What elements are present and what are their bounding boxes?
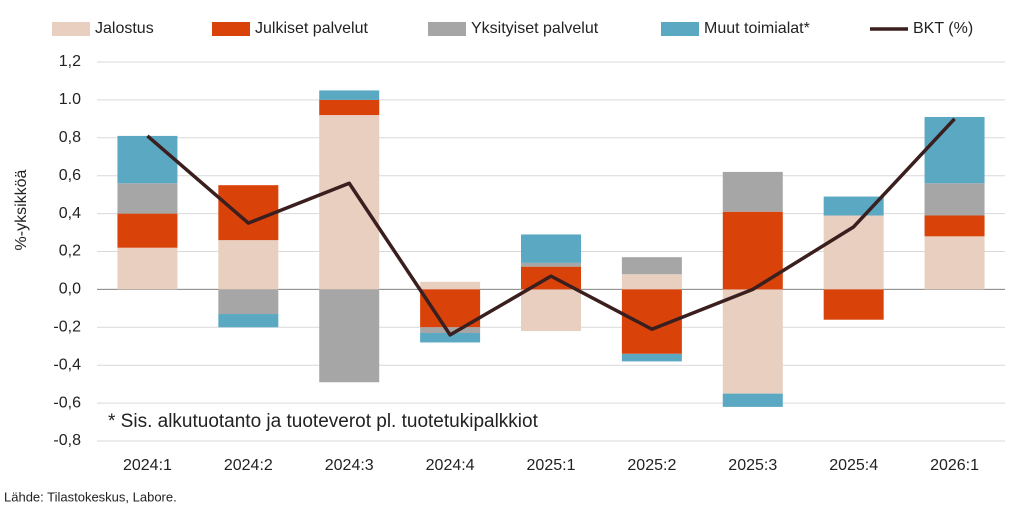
y-tick-label: 0,0	[59, 281, 81, 298]
y-tick-label: 1.0	[59, 91, 81, 108]
bar-segment	[420, 327, 481, 333]
x-tick-label: 2024:1	[123, 457, 172, 474]
y-tick-label: -0,4	[53, 356, 81, 373]
bar-segment	[117, 135, 178, 184]
legend-swatch	[52, 22, 90, 36]
annotation: * Sis. alkutuotanto ja tuoteverot pl. tu…	[108, 411, 539, 432]
bar-segment	[420, 332, 481, 343]
bar-segment	[117, 183, 178, 214]
legend-label: Julkiset palvelut	[255, 20, 369, 37]
x-tick-label: 2025:4	[829, 457, 878, 474]
bar-segment	[218, 185, 279, 241]
bar-segment	[823, 289, 884, 320]
y-tick-label: 0,2	[59, 243, 81, 260]
y-tick-label: 1,2	[59, 53, 81, 70]
bar-segment	[722, 289, 783, 394]
legend-label: Yksityiset palvelut	[471, 20, 599, 37]
bar-segment	[722, 171, 783, 212]
legend-label: Jalostus	[95, 20, 154, 37]
y-tick-label: 0,4	[59, 205, 81, 222]
legend-swatch	[661, 22, 699, 36]
y-tick-label: 0,6	[59, 167, 81, 184]
bar-segment	[521, 262, 581, 267]
bar-segment	[521, 234, 581, 263]
bar-segment	[420, 281, 481, 290]
source: Lähde: Tilastokeskus, Labore.	[4, 489, 177, 504]
bar-segment	[218, 240, 279, 290]
bar-segment	[218, 289, 279, 315]
bar-segment	[621, 274, 682, 290]
bar-segment	[420, 289, 481, 328]
bar-segment	[319, 90, 380, 100]
y-tick-label: -0,2	[53, 319, 81, 336]
x-tick-label: 2026:1	[930, 457, 979, 474]
bar-segment	[218, 314, 279, 328]
y-tick-label: -0,8	[53, 432, 81, 449]
bar-segment	[924, 236, 985, 290]
bar-segment	[621, 353, 682, 362]
x-tick-label: 2024:2	[224, 457, 273, 474]
legend-swatch	[212, 22, 250, 36]
x-tick-label: 2024:3	[325, 457, 374, 474]
legend-label: BKT (%)	[913, 20, 973, 37]
y-tick-label: -0,6	[53, 394, 81, 411]
bar-segment	[521, 289, 581, 332]
legend-label: Muut toimialat*	[704, 20, 810, 37]
bar-segment	[924, 183, 985, 216]
bar-segment	[319, 115, 380, 290]
bar-segment	[924, 215, 985, 237]
bar-segment	[117, 213, 178, 248]
bar-segment	[117, 247, 178, 290]
x-tick-label: 2025:2	[627, 457, 676, 474]
bar-segment	[319, 99, 380, 116]
line	[146, 117, 956, 337]
legend-swatch	[428, 22, 466, 36]
x-tick-label: 2025:3	[728, 457, 777, 474]
y-tick-label: 0,8	[59, 129, 81, 146]
x-tick-label: 2024:4	[426, 457, 475, 474]
bar-segment	[924, 116, 985, 184]
bar-segment	[722, 393, 783, 407]
y-axis-label: %-yksikköä	[13, 169, 30, 250]
bar-segment	[319, 289, 380, 383]
bar-segment	[621, 257, 682, 275]
x-tick-label: 2025:1	[527, 457, 576, 474]
